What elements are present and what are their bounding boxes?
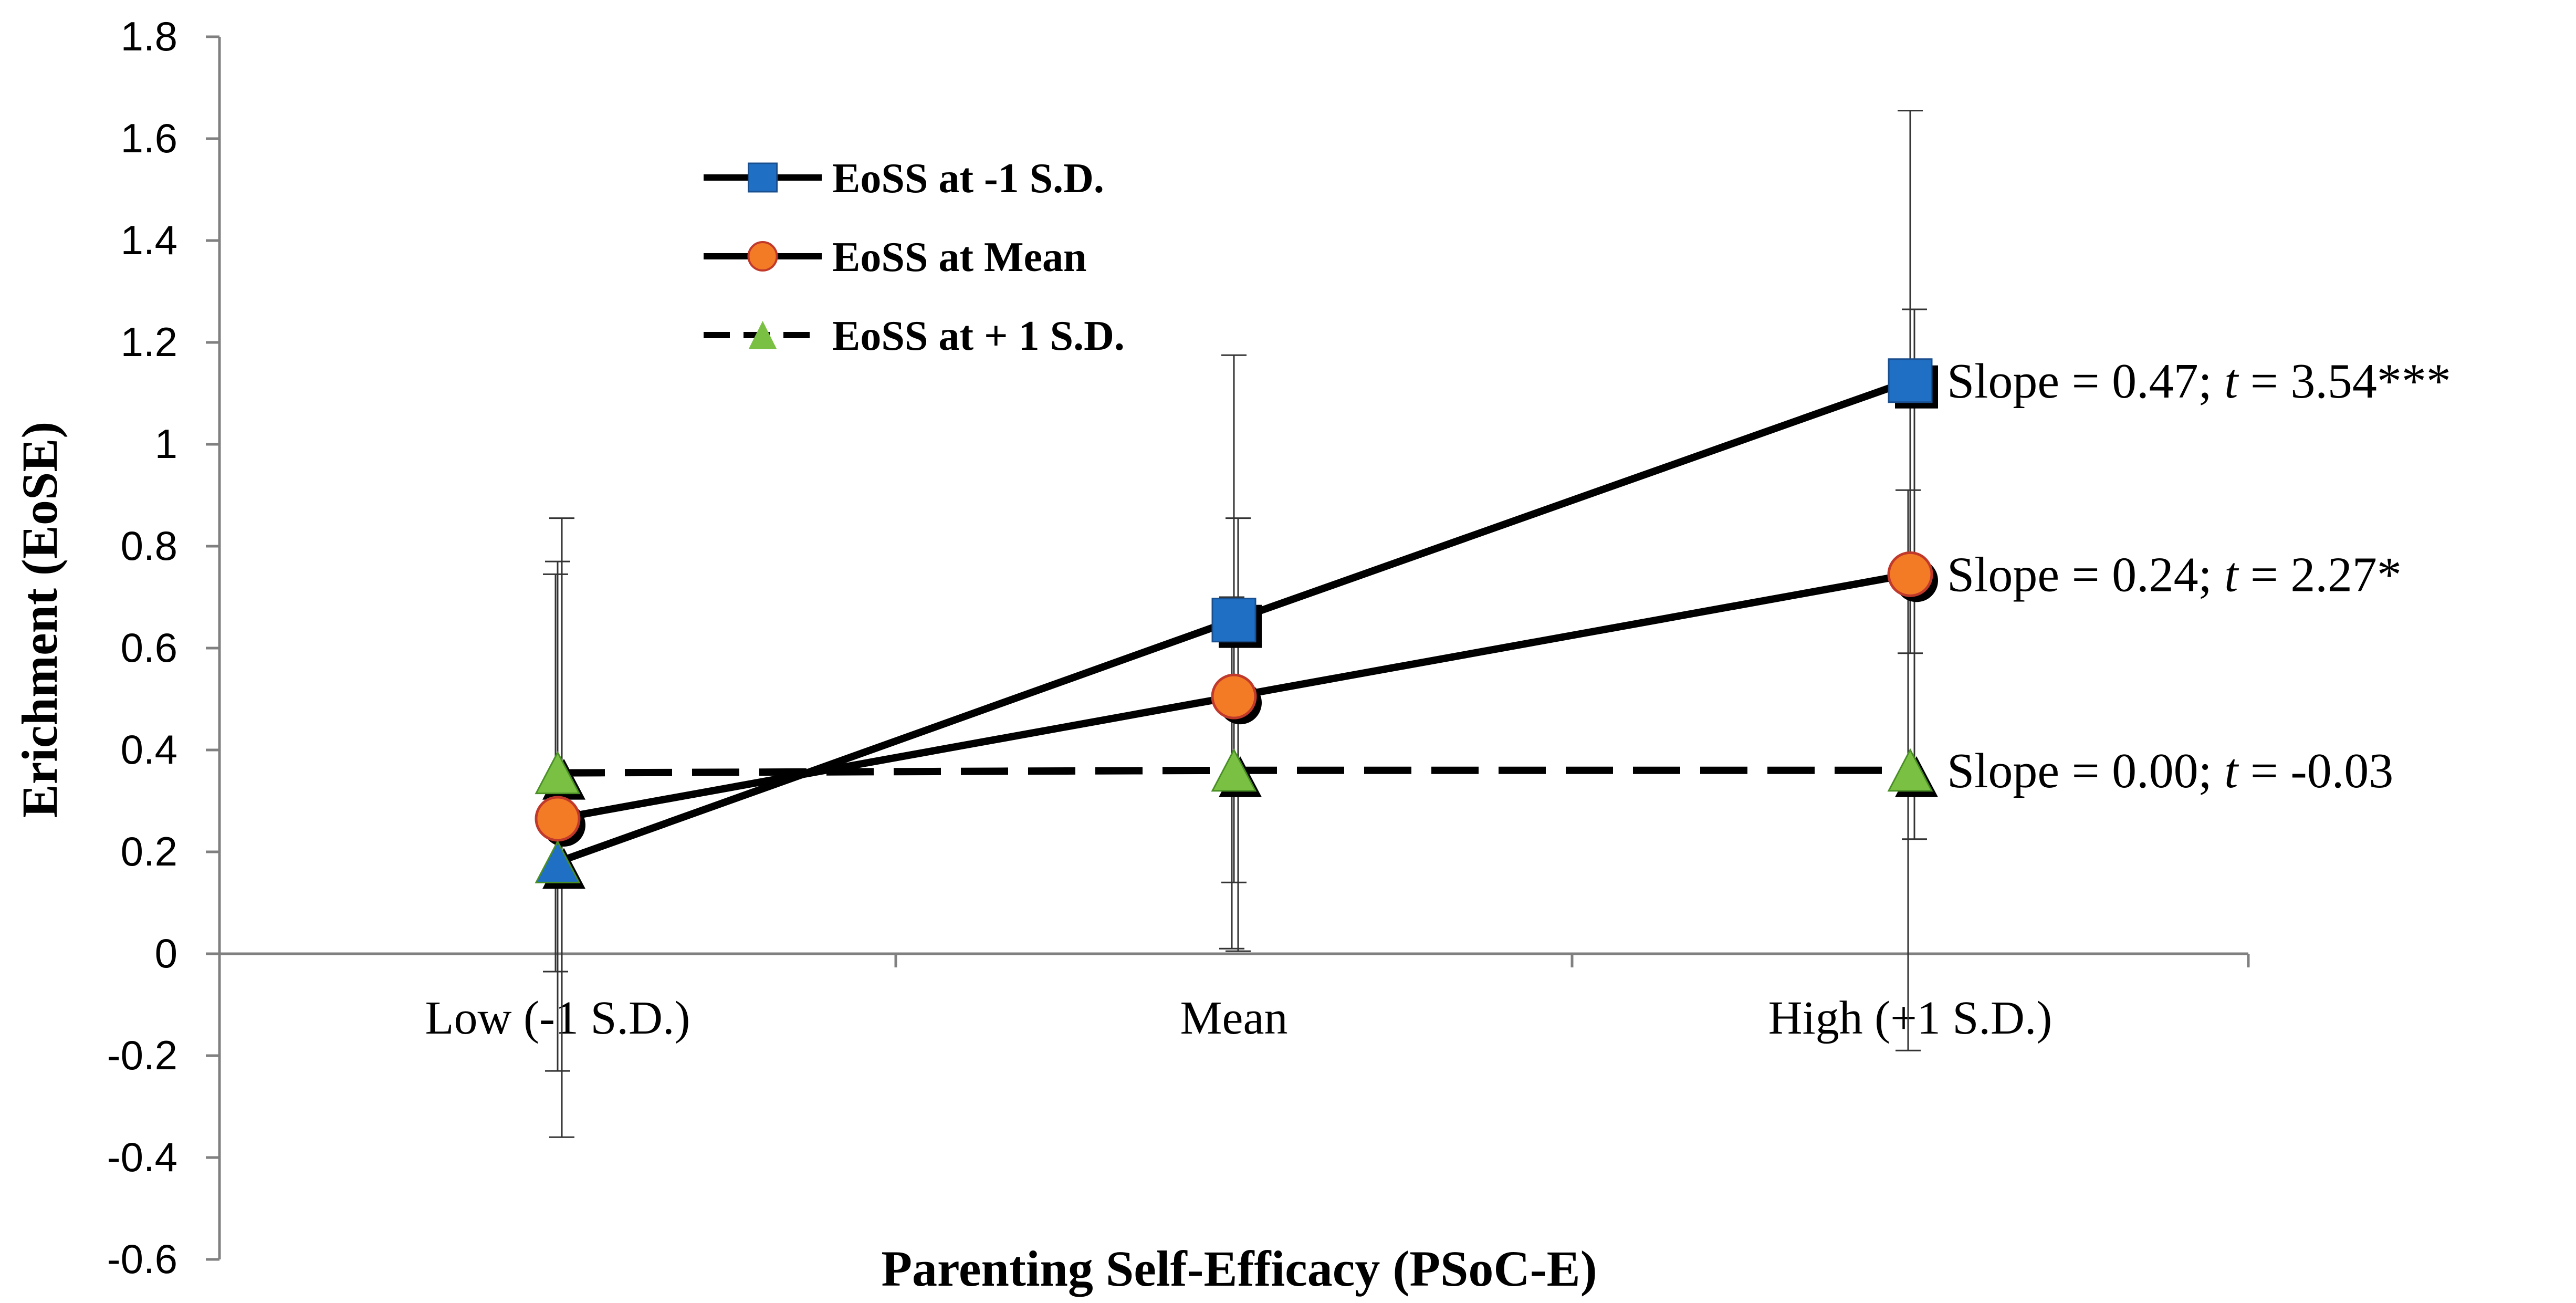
- y-tick-label: 1.4: [121, 217, 177, 263]
- y-tick-label: 1.6: [121, 115, 177, 161]
- slope-annotation: Slope = 0.00; t = -0.03: [1947, 744, 2393, 798]
- legend-label: EoSS at Mean: [832, 234, 1087, 280]
- slope-text: Slope = 0.00;: [1947, 744, 2224, 798]
- slope-t-value: = -0.03: [2238, 744, 2393, 798]
- data-point-circle: [535, 796, 581, 842]
- y-tick-label: 0.4: [121, 726, 177, 773]
- y-tick-label: 1.8: [121, 13, 177, 59]
- data-point-square: [1211, 598, 1256, 643]
- data-point-triangle: [535, 750, 581, 795]
- x-tick-label: Mean: [1180, 992, 1288, 1044]
- y-axis-title: Erichment (EoSE): [12, 422, 68, 818]
- x-tick-label: High (+1 S.D.): [1768, 992, 2053, 1044]
- y-tick-label: -0.6: [107, 1236, 177, 1282]
- slope-annotation: Slope = 0.24; t = 2.27*: [1947, 547, 2402, 602]
- legend-square-marker: [748, 162, 778, 193]
- slope-annotation: Slope = 0.47; t = 3.54***: [1947, 354, 2451, 409]
- slope-t-value: = 3.54***: [2238, 354, 2451, 409]
- y-tick-label: -0.2: [107, 1032, 177, 1078]
- y-tick-label: 0.8: [121, 523, 177, 569]
- y-tick-label: 0.6: [121, 624, 177, 671]
- y-tick-label: -0.4: [107, 1134, 177, 1180]
- x-axis-title: Parenting Self-Efficacy (PSoC-E): [881, 1241, 1597, 1297]
- data-point-square: [1888, 358, 1933, 403]
- data-point-triangle: [1887, 748, 1933, 792]
- markers-layer: [535, 358, 1938, 889]
- legend: EoSS at -1 S.D. EoSS at Mean EoSS at + 1 S…: [704, 155, 1125, 359]
- slope-text: Slope = 0.24;: [1947, 547, 2224, 602]
- y-tick-label: 0.2: [121, 828, 177, 874]
- slope-t-symbol: t: [2224, 744, 2239, 798]
- slope-t-symbol: t: [2224, 354, 2239, 409]
- data-point-circle: [1211, 673, 1257, 720]
- legend-label: EoSS at + 1 S.D.: [832, 313, 1125, 359]
- y-tick-label: 0: [155, 930, 177, 976]
- legend-circle-marker: [747, 241, 778, 272]
- slope-t-value: = 2.27*: [2238, 547, 2402, 602]
- axes-layer: 1.81.61.41.210.80.60.40.20-0.2-0.4-0.6Lo…: [107, 13, 2250, 1282]
- slope-text: Slope = 0.47;: [1947, 354, 2224, 409]
- data-point-square: [535, 840, 581, 883]
- y-tick-label: 1: [155, 421, 177, 467]
- y-tick-label: 1.2: [121, 319, 177, 365]
- legend-label: EoSS at -1 S.D.: [832, 155, 1104, 202]
- data-point-triangle: [1211, 748, 1257, 792]
- data-point-circle: [1887, 551, 1933, 597]
- legend-triangle-marker: [748, 321, 777, 349]
- labels-layer: Parenting Self-Efficacy (PSoC-E) Erichmen…: [12, 354, 2451, 1297]
- slope-t-symbol: t: [2224, 547, 2239, 602]
